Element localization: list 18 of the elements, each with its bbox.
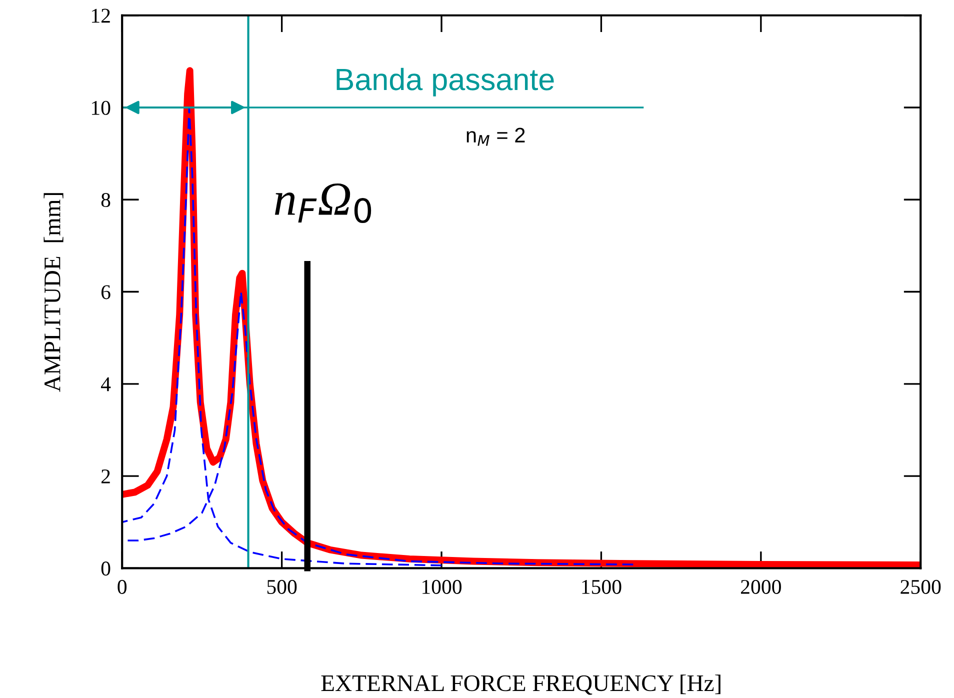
y-tick-label: 6 (101, 285, 110, 300)
y-tick-label: 8 (101, 193, 110, 208)
annotation: Banda passante (336, 68, 554, 96)
y-tick-label: 4 (100, 377, 111, 392)
x-tick-label: 2500 (900, 580, 941, 594)
annotation: n$_{M}$ = 2 (466, 128, 525, 146)
y-tick-label: 0 (101, 562, 110, 576)
y-tick-label: 12 (92, 8, 110, 23)
x-axis-title: EXTERNAL FORCE FREQUENCY [Hz] (321, 674, 720, 695)
x-tick-label: 1500 (582, 580, 622, 594)
y-tick-label: 2 (102, 469, 110, 484)
y-tick-label: 10 (92, 100, 110, 115)
x-tick-label: 500 (267, 580, 297, 594)
x-tick-label: 2000 (740, 580, 781, 594)
y-axis-title: AMPLITUDE [mm] (44, 193, 64, 392)
x-tick-label: 1000 (422, 580, 462, 594)
x-tick-label: 0 (118, 580, 127, 594)
annotation: n$_{F}$Ω$_{0}$ (274, 184, 372, 224)
